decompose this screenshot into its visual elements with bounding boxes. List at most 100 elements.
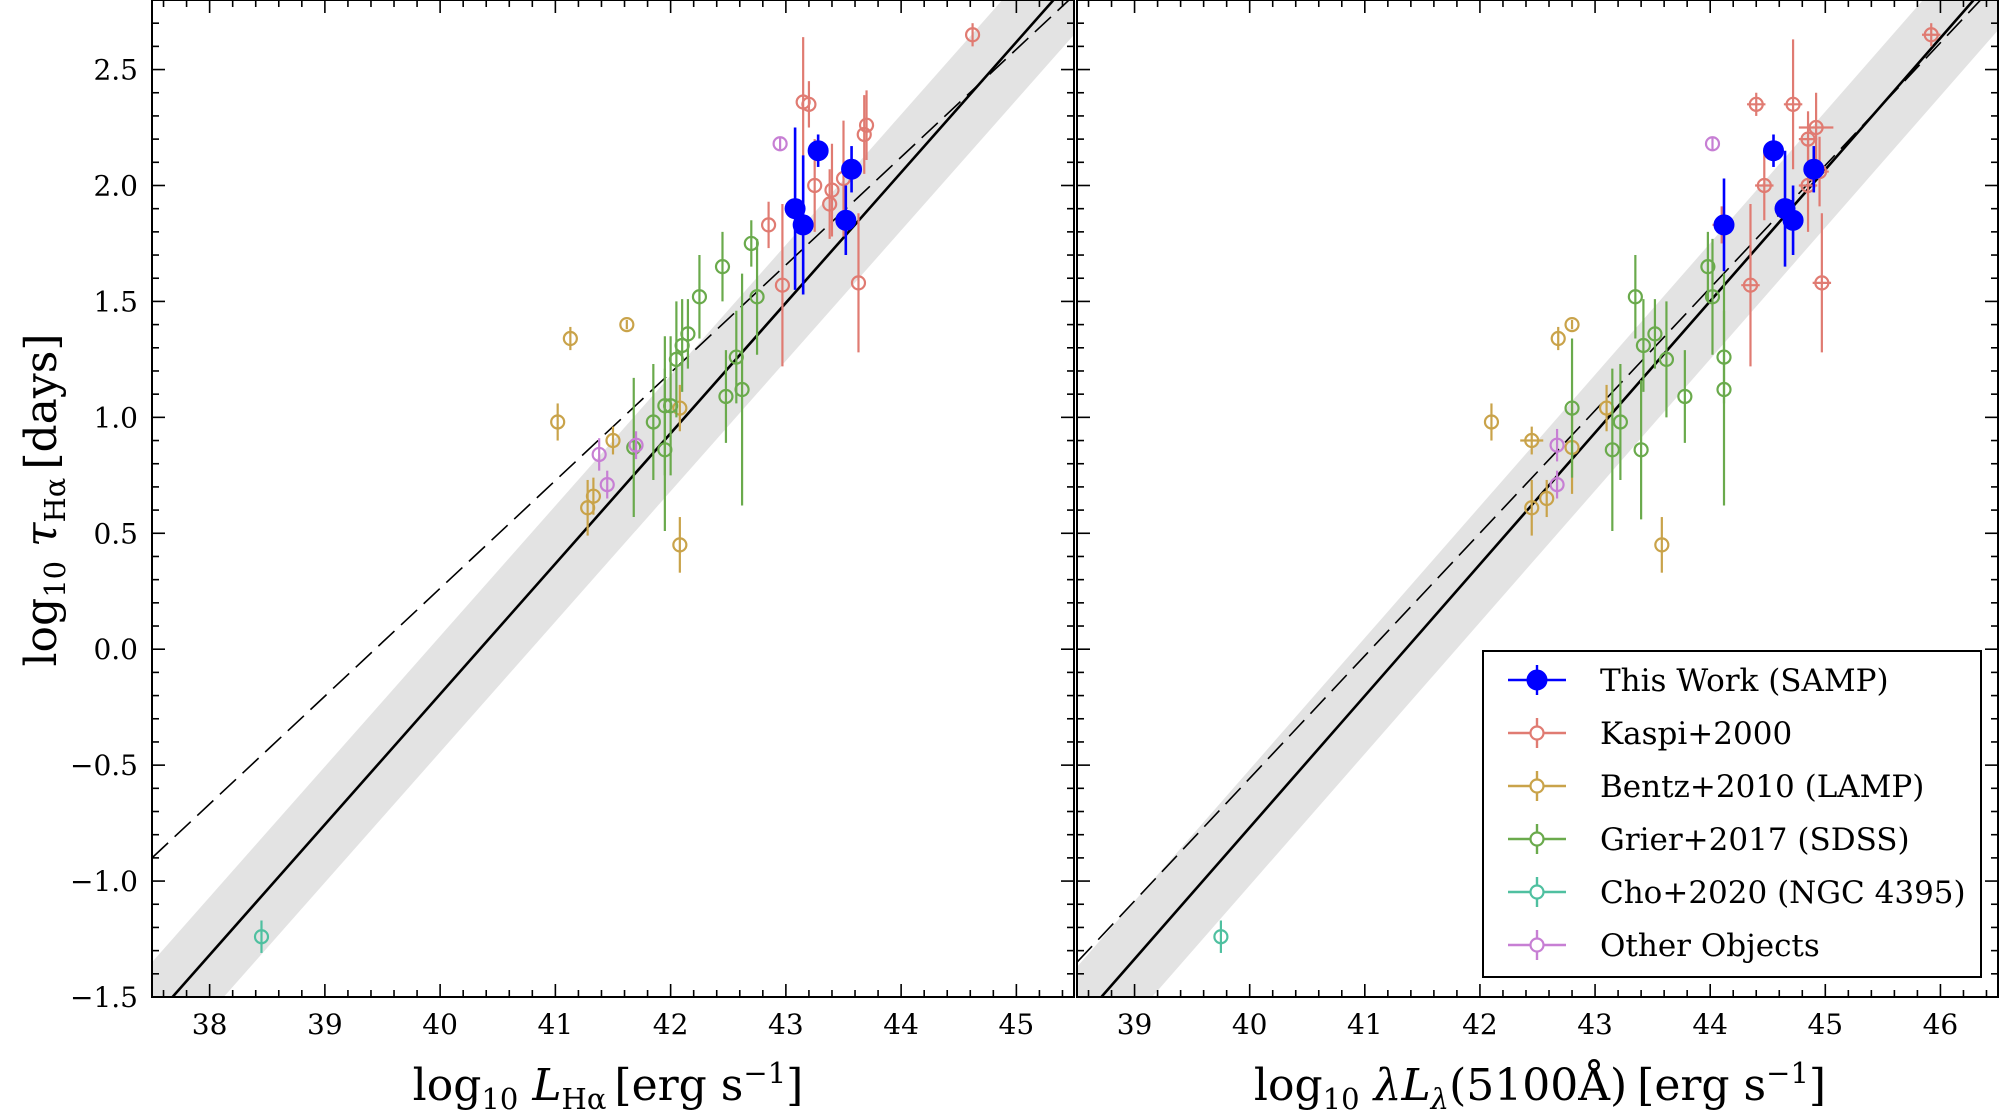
right-point-this-work-samp-4 [1713, 178, 1735, 272]
left-point-grier-2017-sdss-7 [645, 364, 661, 480]
left-marker [858, 117, 875, 133]
legend-items: This Work (SAMP) Kaspi+2000 Bentz+2010 (LA… [1508, 663, 1966, 964]
y-tick-label: −0.5 [70, 749, 138, 782]
right-point-other-objects-2 [1549, 470, 1565, 499]
left-point-grier-2017-sdss-14 [626, 377, 642, 518]
right-series-this-work-samp [1713, 134, 1825, 272]
legend-frame [1482, 650, 1982, 978]
y-tick-label: −1.0 [70, 865, 138, 898]
left-marker [672, 400, 688, 416]
legend-entry: Other Objects [1508, 928, 1820, 964]
left-point-bentz-2010-lamp-0 [562, 326, 578, 351]
right-marker [1785, 96, 1801, 112]
right-marker [1647, 326, 1663, 342]
legend-label: Other Objects [1600, 928, 1820, 964]
right-x-tick-label: 40 [1232, 1008, 1268, 1041]
left-marker [562, 330, 578, 347]
left-series-this-work-samp [784, 127, 863, 295]
right-x-tick-label: 41 [1347, 1008, 1383, 1041]
left-plot-frame [151, 0, 1075, 998]
y-tick-label: 2.0 [93, 169, 138, 202]
right-marker [1704, 136, 1721, 152]
right-point-grier-2017-sdss-3 [1647, 299, 1663, 369]
right-marker [1658, 351, 1675, 367]
left-point-grier-2017-sdss-2 [691, 255, 708, 339]
y-tick-label: 0.5 [93, 517, 138, 550]
left-marker [714, 259, 731, 275]
right-marker [1213, 929, 1229, 945]
right-point-kaspi-2000-10 [1812, 213, 1832, 353]
right-series-other-objects [1549, 136, 1721, 499]
right-plot-frame [1076, 0, 1999, 998]
right-point-bentz-2010-lamp-2 [1483, 403, 1500, 441]
left-point-other-objects-0 [772, 136, 788, 152]
right-marker [1549, 437, 1565, 453]
right-point-grier-2017-sdss-6 [1677, 350, 1693, 443]
left-point-other-objects-3 [628, 431, 644, 460]
right-comparison-fit-line [1077, 0, 1982, 963]
right-point-other-objects-1 [1549, 428, 1565, 462]
left-marker [734, 381, 750, 398]
right-x-tick-label: 42 [1462, 1008, 1498, 1041]
right-marker [1742, 277, 1759, 293]
left-x-tick-label: 39 [307, 1008, 343, 1041]
right-marker [1549, 476, 1565, 493]
left-marker [672, 537, 688, 553]
right-point-bentz-2010-lamp-0 [1550, 326, 1566, 351]
right-point-bentz-2010-lamp-3 [1520, 426, 1544, 455]
right-marker [1748, 96, 1764, 112]
legend-label: Kaspi+2000 [1600, 716, 1792, 752]
left-marker [253, 929, 270, 945]
right-marker [1627, 289, 1643, 305]
right-point-this-work-samp-1 [1803, 146, 1825, 193]
left-marker [691, 289, 708, 305]
left-marker [841, 158, 863, 180]
right-series-cho-2020-ngc-4395 [1213, 920, 1229, 953]
left-panel: 38 39 40 41 42 43 44 45 −1.5 −1.0 −0.5 0.0 0.5 1.0 1.5… [16, 0, 1075, 1111]
left-point-grier-2017-sdss-12 [718, 350, 734, 443]
legend-marker [1529, 831, 1545, 847]
left-marker [807, 140, 829, 162]
left-point-kaspi-2000-3 [858, 90, 875, 160]
right-point-bentz-2010-lamp-8 [1654, 517, 1670, 573]
left-marker [585, 488, 602, 504]
left-marker [645, 414, 661, 430]
left-point-this-work-samp-4 [835, 185, 857, 256]
right-marker [1483, 414, 1500, 430]
right-marker [1713, 214, 1735, 236]
left-point-this-work-samp-0 [807, 134, 829, 167]
right-x-tick-label: 39 [1117, 1008, 1153, 1041]
right-marker [1763, 140, 1785, 162]
left-marker [599, 476, 615, 493]
left-point-grier-2017-sdss-3 [749, 238, 765, 355]
left-marker [626, 439, 642, 456]
left-point-bentz-2010-lamp-4 [585, 477, 602, 515]
right-point-grier-2017-sdss-9 [1564, 338, 1580, 478]
y-tick-label: 0.0 [93, 633, 138, 666]
y-tick-label: 1.5 [93, 285, 138, 318]
right-x-tick-label: 43 [1577, 1008, 1613, 1041]
right-marker [1539, 490, 1555, 507]
left-series-bentz-2010-lamp [550, 317, 688, 573]
right-x-tick-label: 46 [1923, 1008, 1959, 1041]
left-marker [964, 27, 981, 43]
left-point-kaspi-2000-0 [964, 23, 981, 47]
legend-marker [1526, 669, 1548, 691]
right-point-kaspi-2000-5 [1755, 150, 1774, 221]
right-marker [1782, 209, 1804, 231]
left-point-other-objects-1 [591, 438, 607, 471]
right-point-grier-2017-sdss-10 [1612, 364, 1628, 480]
legend-entry: This Work (SAMP) [1508, 663, 1889, 699]
left-point-grier-2017-sdss-10 [657, 368, 673, 531]
legend-marker [1529, 937, 1545, 953]
left-marker [772, 136, 788, 152]
left-point-kaspi-2000-6 [824, 143, 840, 237]
legend-marker [1529, 725, 1545, 741]
left-point-bentz-2010-lamp-1 [619, 317, 635, 333]
left-best-fit-line [170, 0, 1056, 997]
left-x-tick-label: 43 [768, 1008, 804, 1041]
legend-entry: Bentz+2010 (LAMP) [1508, 769, 1924, 805]
left-marker [760, 217, 777, 233]
left-x-tick-label: 40 [422, 1008, 458, 1041]
